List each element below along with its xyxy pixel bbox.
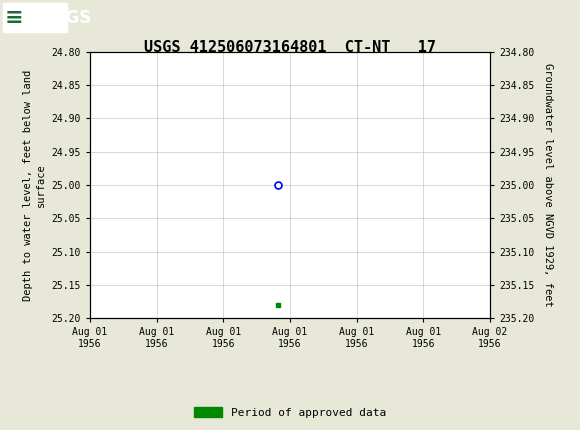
Bar [3,3,67,32]
Text: ≡: ≡ [5,8,23,28]
Y-axis label: Depth to water level, feet below land
surface: Depth to water level, feet below land su… [23,69,46,301]
Text: USGS: USGS [41,9,92,27]
Y-axis label: Groundwater level above NGVD 1929, feet: Groundwater level above NGVD 1929, feet [543,63,553,307]
Text: USGS 412506073164801  CT-NT   17: USGS 412506073164801 CT-NT 17 [144,40,436,55]
Legend: Period of approved data: Period of approved data [190,403,390,422]
